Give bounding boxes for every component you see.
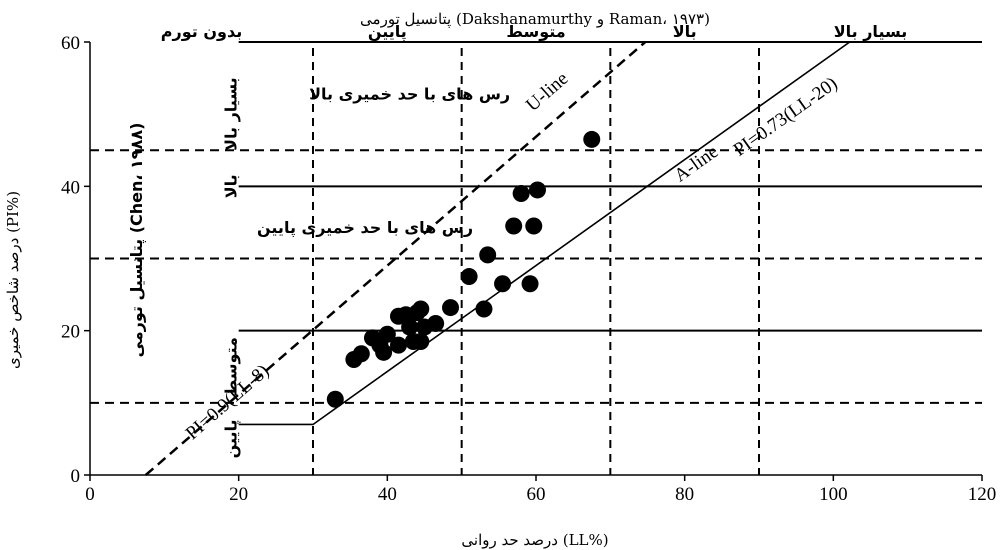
data-point	[401, 318, 419, 336]
dakshanamurthy-zone-label: پایین	[368, 22, 407, 42]
tick-labels: 0 20 40 60 80 100 120 0 20 40 60	[61, 33, 996, 505]
data-point	[375, 343, 393, 361]
data-points	[326, 130, 601, 408]
axes	[84, 41, 983, 481]
y-tick-label: 40	[61, 177, 80, 198]
x-tick-label: 100	[819, 484, 848, 505]
dakshanamurthy-zone-label: بدون تورم	[161, 22, 242, 41]
annotations: رس های با حد خمیری بالا رس های با حد خمیر…	[257, 85, 510, 239]
dakshanamurthy-zone-label: متوسط	[506, 22, 565, 41]
y-axis-label: درصد شاخص خمیری (PI%)	[4, 191, 22, 369]
chen-zone-label: پایین	[222, 419, 242, 458]
chen-zone-label: بالا	[222, 174, 241, 198]
x-axis-label: درصد حد روانی (LL%)	[461, 531, 608, 549]
y-tick-label: 0	[71, 466, 81, 487]
chart-title: پتانسیل تورمی (Dakshanamurthy و Raman، ۱…	[360, 10, 710, 28]
data-point	[528, 181, 546, 199]
data-point	[412, 332, 430, 350]
data-point	[512, 185, 530, 203]
x-tick-label: 60	[527, 484, 546, 505]
x-tick-label: 80	[675, 484, 694, 505]
data-point	[525, 217, 543, 235]
dakshanamurthy-zone-label: بالا	[673, 22, 697, 41]
data-point	[352, 345, 370, 363]
data-point	[326, 390, 344, 408]
grid-lines	[90, 41, 982, 475]
x-tick-label: 120	[968, 484, 997, 505]
y-tick-label: 20	[61, 322, 80, 343]
data-point	[505, 217, 523, 235]
data-point	[378, 325, 396, 343]
data-point	[479, 246, 497, 264]
zone-labels: بدون تورم پایین متوسط بالا بسیار بالا پایین مت…	[161, 22, 907, 458]
x-tick-label: 0	[85, 484, 95, 505]
data-point	[412, 300, 430, 318]
x-tick-label: 40	[378, 484, 397, 505]
data-point	[583, 130, 601, 148]
data-point	[389, 336, 407, 354]
chen-zone-label: متوسط	[222, 337, 241, 396]
u-line-path	[144, 41, 647, 476]
data-point	[521, 275, 539, 293]
y-tick-label: 60	[61, 33, 80, 54]
chen-title: پتانسیل تورمی (Chen، ۱۹۸۸)	[127, 123, 147, 358]
a-line-path	[238, 41, 851, 426]
annotation: رس های با حد خمیری بالا	[309, 85, 510, 104]
annotation: رس های با حد خمیری پایین	[257, 218, 473, 238]
chen-zone-label: بسیار بالا	[222, 77, 241, 151]
data-point	[460, 268, 478, 286]
x-tick-label: 20	[229, 484, 248, 505]
dakshanamurthy-zone-label: بسیار بالا	[834, 22, 908, 41]
data-point	[494, 275, 512, 293]
data-point	[427, 314, 445, 332]
data-point	[442, 299, 460, 317]
data-point	[475, 300, 493, 318]
